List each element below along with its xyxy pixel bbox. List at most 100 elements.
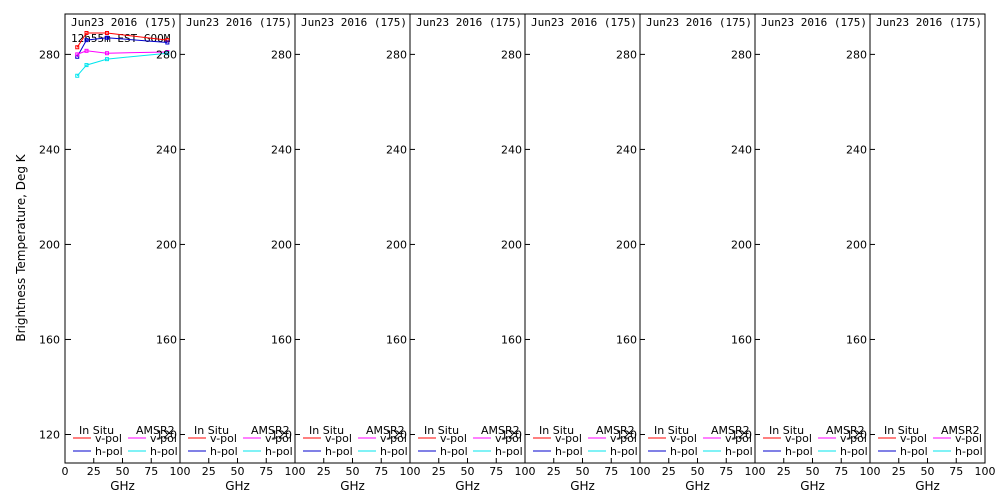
data-point: [75, 45, 80, 50]
y-tick-label: 120: [39, 428, 60, 441]
x-tick-label: 100: [515, 465, 536, 478]
y-tick-label: 120: [386, 428, 407, 441]
y-tick-label: 160: [731, 333, 752, 346]
legend-entry-label: v-pol: [265, 432, 292, 445]
data-point: [84, 48, 89, 53]
x-tick-label: 75: [144, 465, 158, 478]
legend-entry-label: h-pol: [210, 445, 238, 458]
chart-panel-4: Jun23 2016 (175) 120 160 200 240 280 25 50 75 100…: [386, 13, 536, 493]
legend-header-in-situ: In Situ: [424, 424, 459, 437]
data-point: [165, 51, 170, 56]
y-tick-label: 240: [39, 143, 60, 156]
x-tick-label: 100: [630, 465, 651, 478]
y-tick-label: 160: [846, 333, 867, 346]
data-point: [104, 57, 109, 62]
x-tick-label: 100: [400, 465, 421, 478]
y-tick-label: 200: [731, 238, 752, 251]
series-line-amsr2-v-pol: [77, 50, 168, 55]
x-axis-label: GHz: [570, 479, 595, 493]
y-tick-label: 160: [501, 333, 522, 346]
legend-entry-label: v-pol: [725, 432, 752, 445]
legend-entry-label: h-pol: [670, 445, 698, 458]
legend-entry-label: h-pol: [325, 445, 353, 458]
x-axis-label: GHz: [915, 479, 940, 493]
x-tick-label: 0: [62, 465, 69, 478]
y-tick-label: 160: [616, 333, 637, 346]
y-tick-label: 200: [846, 238, 867, 251]
y-tick-label: 160: [156, 333, 177, 346]
legend-entry-label: h-pol: [610, 445, 638, 458]
data-point: [104, 31, 109, 36]
y-tick-label: 120: [271, 428, 292, 441]
x-tick-label: 25: [432, 465, 446, 478]
y-tick-label: 280: [501, 48, 522, 61]
x-tick-label: 100: [285, 465, 306, 478]
legend-entry-label: h-pol: [785, 445, 813, 458]
legend-header-in-situ: In Situ: [654, 424, 689, 437]
y-tick-label: 200: [501, 238, 522, 251]
y-tick-label: 280: [156, 48, 177, 61]
y-tick-label: 240: [616, 143, 637, 156]
legend-entry-label: h-pol: [440, 445, 468, 458]
y-tick-label: 120: [156, 428, 177, 441]
chart-panel-3: Jun23 2016 (175) 120 160 200 240 280 25 50 75 100…: [271, 13, 421, 493]
legend-header-in-situ: In Situ: [884, 424, 919, 437]
data-point: [104, 51, 109, 56]
legend-entry-label: v-pol: [210, 432, 237, 445]
chart-panel-5: Jun23 2016 (175) 120 160 200 240 280 25 50 75 100…: [501, 13, 651, 493]
y-tick-label: 240: [156, 143, 177, 156]
legend-header-amsr2: AMSR2: [941, 424, 980, 437]
x-tick-label: 100: [975, 465, 996, 478]
y-tick-label: 280: [616, 48, 637, 61]
legend-entry-label: h-pol: [265, 445, 293, 458]
x-tick-label: 100: [745, 465, 766, 478]
x-tick-label: 25: [892, 465, 906, 478]
panel-title: Jun23 2016 (175): [186, 16, 292, 29]
x-axis-label: GHz: [800, 479, 825, 493]
x-tick-label: 75: [949, 465, 963, 478]
data-point: [75, 73, 80, 78]
legend-header-in-situ: In Situ: [194, 424, 229, 437]
chart-panel-1: Jun23 2016 (175)12h55m EST GOOM120160200…: [39, 13, 191, 493]
x-tick-label: 50: [231, 465, 245, 478]
x-tick-label: 25: [202, 465, 216, 478]
legend-entry-label: v-pol: [95, 432, 122, 445]
legend-entry-label: h-pol: [495, 445, 523, 458]
legend-header-amsr2: AMSR2: [596, 424, 635, 437]
data-point: [75, 54, 80, 59]
data-point: [165, 38, 170, 43]
y-tick-label: 240: [846, 143, 867, 156]
data-point: [84, 63, 89, 68]
legend-entry-label: h-pol: [725, 445, 753, 458]
x-tick-label: 25: [87, 465, 101, 478]
legend-header-amsr2: AMSR2: [136, 424, 175, 437]
legend-entry-label: v-pol: [440, 432, 467, 445]
chart-panel-6: Jun23 2016 (175) 120 160 200 240 280 25 50 75 100…: [616, 13, 766, 493]
x-axis-label: GHz: [110, 479, 135, 493]
legend-entry-label: v-pol: [380, 432, 407, 445]
chart-panel-8: Jun23 2016 (175) 120 160 200 240 280 25 50 75 100…: [846, 13, 996, 493]
y-tick-label: 280: [39, 48, 60, 61]
panel-title: Jun23 2016 (175): [416, 16, 522, 29]
x-axis-label: GHz: [455, 479, 480, 493]
y-tick-label: 280: [386, 48, 407, 61]
panel-title: Jun23 2016 (175): [876, 16, 982, 29]
legend-header-amsr2: AMSR2: [826, 424, 865, 437]
legend-header-in-situ: In Situ: [769, 424, 804, 437]
x-tick-label: 25: [547, 465, 561, 478]
y-tick-label: 160: [386, 333, 407, 346]
y-tick-label: 240: [271, 143, 292, 156]
legend-header-amsr2: AMSR2: [711, 424, 750, 437]
y-tick-label: 240: [501, 143, 522, 156]
legend-entry-label: v-pol: [670, 432, 697, 445]
legend-entry-label: v-pol: [150, 432, 177, 445]
series-line-in-situ-h-pol: [76, 37, 168, 58]
